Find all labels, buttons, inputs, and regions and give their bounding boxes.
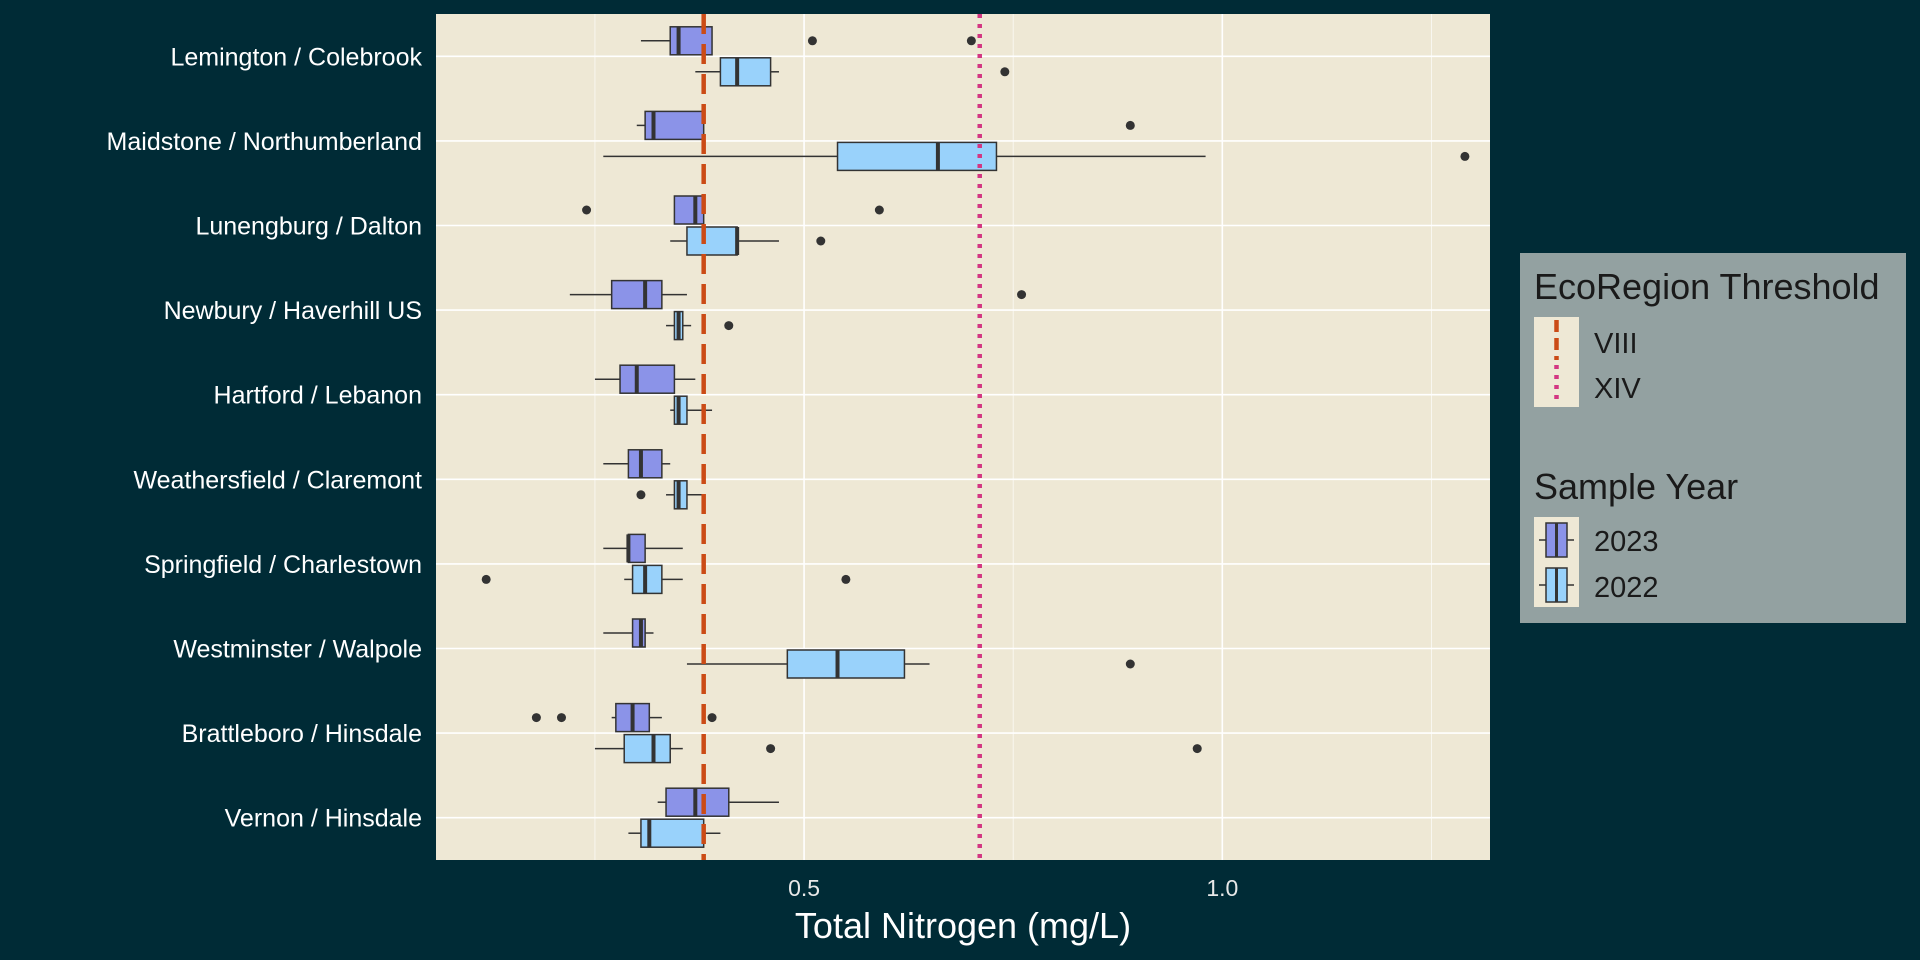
- legend-key-2023: [1539, 522, 1574, 558]
- box-2022-9: [628, 818, 721, 848]
- legend: EcoRegion Threshold VIII XIV Sample Year…: [1520, 253, 1906, 623]
- outlier-point: [807, 36, 817, 46]
- box-2022-6: [481, 564, 851, 595]
- outlier-point: [582, 205, 592, 215]
- box-2022-2: [670, 226, 826, 256]
- category-label: Hartford / Lebanon: [214, 382, 422, 410]
- x-axis-title: Total Nitrogen (mg/L): [795, 905, 1131, 946]
- outlier-point: [766, 744, 776, 754]
- box-2023-9: [657, 787, 779, 817]
- box-iqr: [673, 480, 688, 510]
- box-iqr: [610, 279, 663, 310]
- box-iqr: [631, 618, 646, 648]
- outlier-point: [1000, 67, 1010, 77]
- gridlines: [436, 14, 1490, 860]
- x-tick-labels: 0.5 1.0: [788, 875, 1238, 901]
- outlier-point: [724, 321, 734, 331]
- box-2023-1: [636, 110, 1135, 141]
- box-iqr: [673, 395, 688, 425]
- outlier-point: [816, 236, 826, 246]
- category-label: Westminster / Walpole: [173, 636, 422, 664]
- box-iqr: [786, 649, 906, 679]
- boxplots: [481, 26, 1470, 848]
- category-label: Brattleboro / Hinsdale: [182, 720, 422, 748]
- legend-label-VIII: VIII: [1594, 328, 1638, 360]
- box-iqr: [627, 449, 663, 479]
- box-2022-3: [666, 310, 734, 341]
- box-iqr: [623, 733, 671, 764]
- threshold-lines: [701, 14, 982, 860]
- box-2023-8: [531, 702, 717, 733]
- legend-label-2023: 2023: [1594, 526, 1659, 558]
- box-iqr: [619, 364, 676, 394]
- box-2022-8: [594, 733, 1202, 764]
- box-2023-5: [603, 449, 671, 479]
- box-2023-3: [569, 279, 1027, 310]
- box-iqr: [719, 57, 772, 87]
- category-label: Lunengburg / Dalton: [195, 213, 422, 241]
- outlier-point: [874, 205, 884, 215]
- x-tick-label: 1.0: [1206, 875, 1238, 901]
- outlier-point: [556, 713, 566, 723]
- box-iqr: [673, 195, 705, 225]
- x-tick-label: 0.5: [788, 875, 820, 901]
- box-2022-5: [636, 480, 704, 510]
- outlier-point: [1125, 120, 1135, 130]
- box-iqr: [631, 564, 663, 595]
- legend-year-title: Sample Year: [1534, 466, 1738, 507]
- outlier-point: [481, 574, 491, 584]
- category-label: Weathersfield / Claremont: [133, 466, 422, 494]
- outlier-point: [966, 36, 976, 46]
- category-label: Vernon / Hinsdale: [225, 805, 422, 833]
- outlier-point: [1192, 744, 1202, 754]
- legend-key-2022: [1539, 567, 1574, 603]
- category-labels: Lemington / Colebrook Maidstone / Northum…: [107, 43, 423, 832]
- box-2023-2: [582, 195, 884, 225]
- box-2022-0: [695, 57, 1010, 87]
- legend-label-XIV: XIV: [1594, 373, 1641, 405]
- box-2022-7: [686, 649, 1135, 679]
- box-iqr: [686, 226, 738, 256]
- box-2023-7: [603, 618, 654, 648]
- outlier-point: [1125, 659, 1135, 669]
- outlier-point: [707, 713, 717, 723]
- box-iqr: [665, 787, 730, 817]
- box-2023-4: [594, 364, 696, 394]
- category-label: Lemington / Colebrook: [170, 43, 422, 71]
- legend-background: [1520, 253, 1906, 623]
- legend-threshold-title: EcoRegion Threshold: [1534, 266, 1880, 307]
- box-2022-1: [603, 141, 1470, 172]
- outlier-point: [841, 574, 851, 584]
- legend-label-2022: 2022: [1594, 572, 1659, 604]
- box-2022-4: [670, 395, 713, 425]
- box-2023-6: [603, 533, 683, 564]
- category-label: Newbury / Haverhill US: [164, 297, 422, 325]
- outlier-point: [636, 490, 646, 500]
- box-iqr: [836, 141, 998, 172]
- outlier-point: [1460, 151, 1470, 161]
- category-label: Springfield / Charlestown: [144, 551, 422, 579]
- outlier-point: [1017, 290, 1027, 300]
- outlier-point: [531, 713, 541, 723]
- category-label: Maidstone / Northumberland: [107, 128, 422, 156]
- box-iqr: [627, 533, 646, 564]
